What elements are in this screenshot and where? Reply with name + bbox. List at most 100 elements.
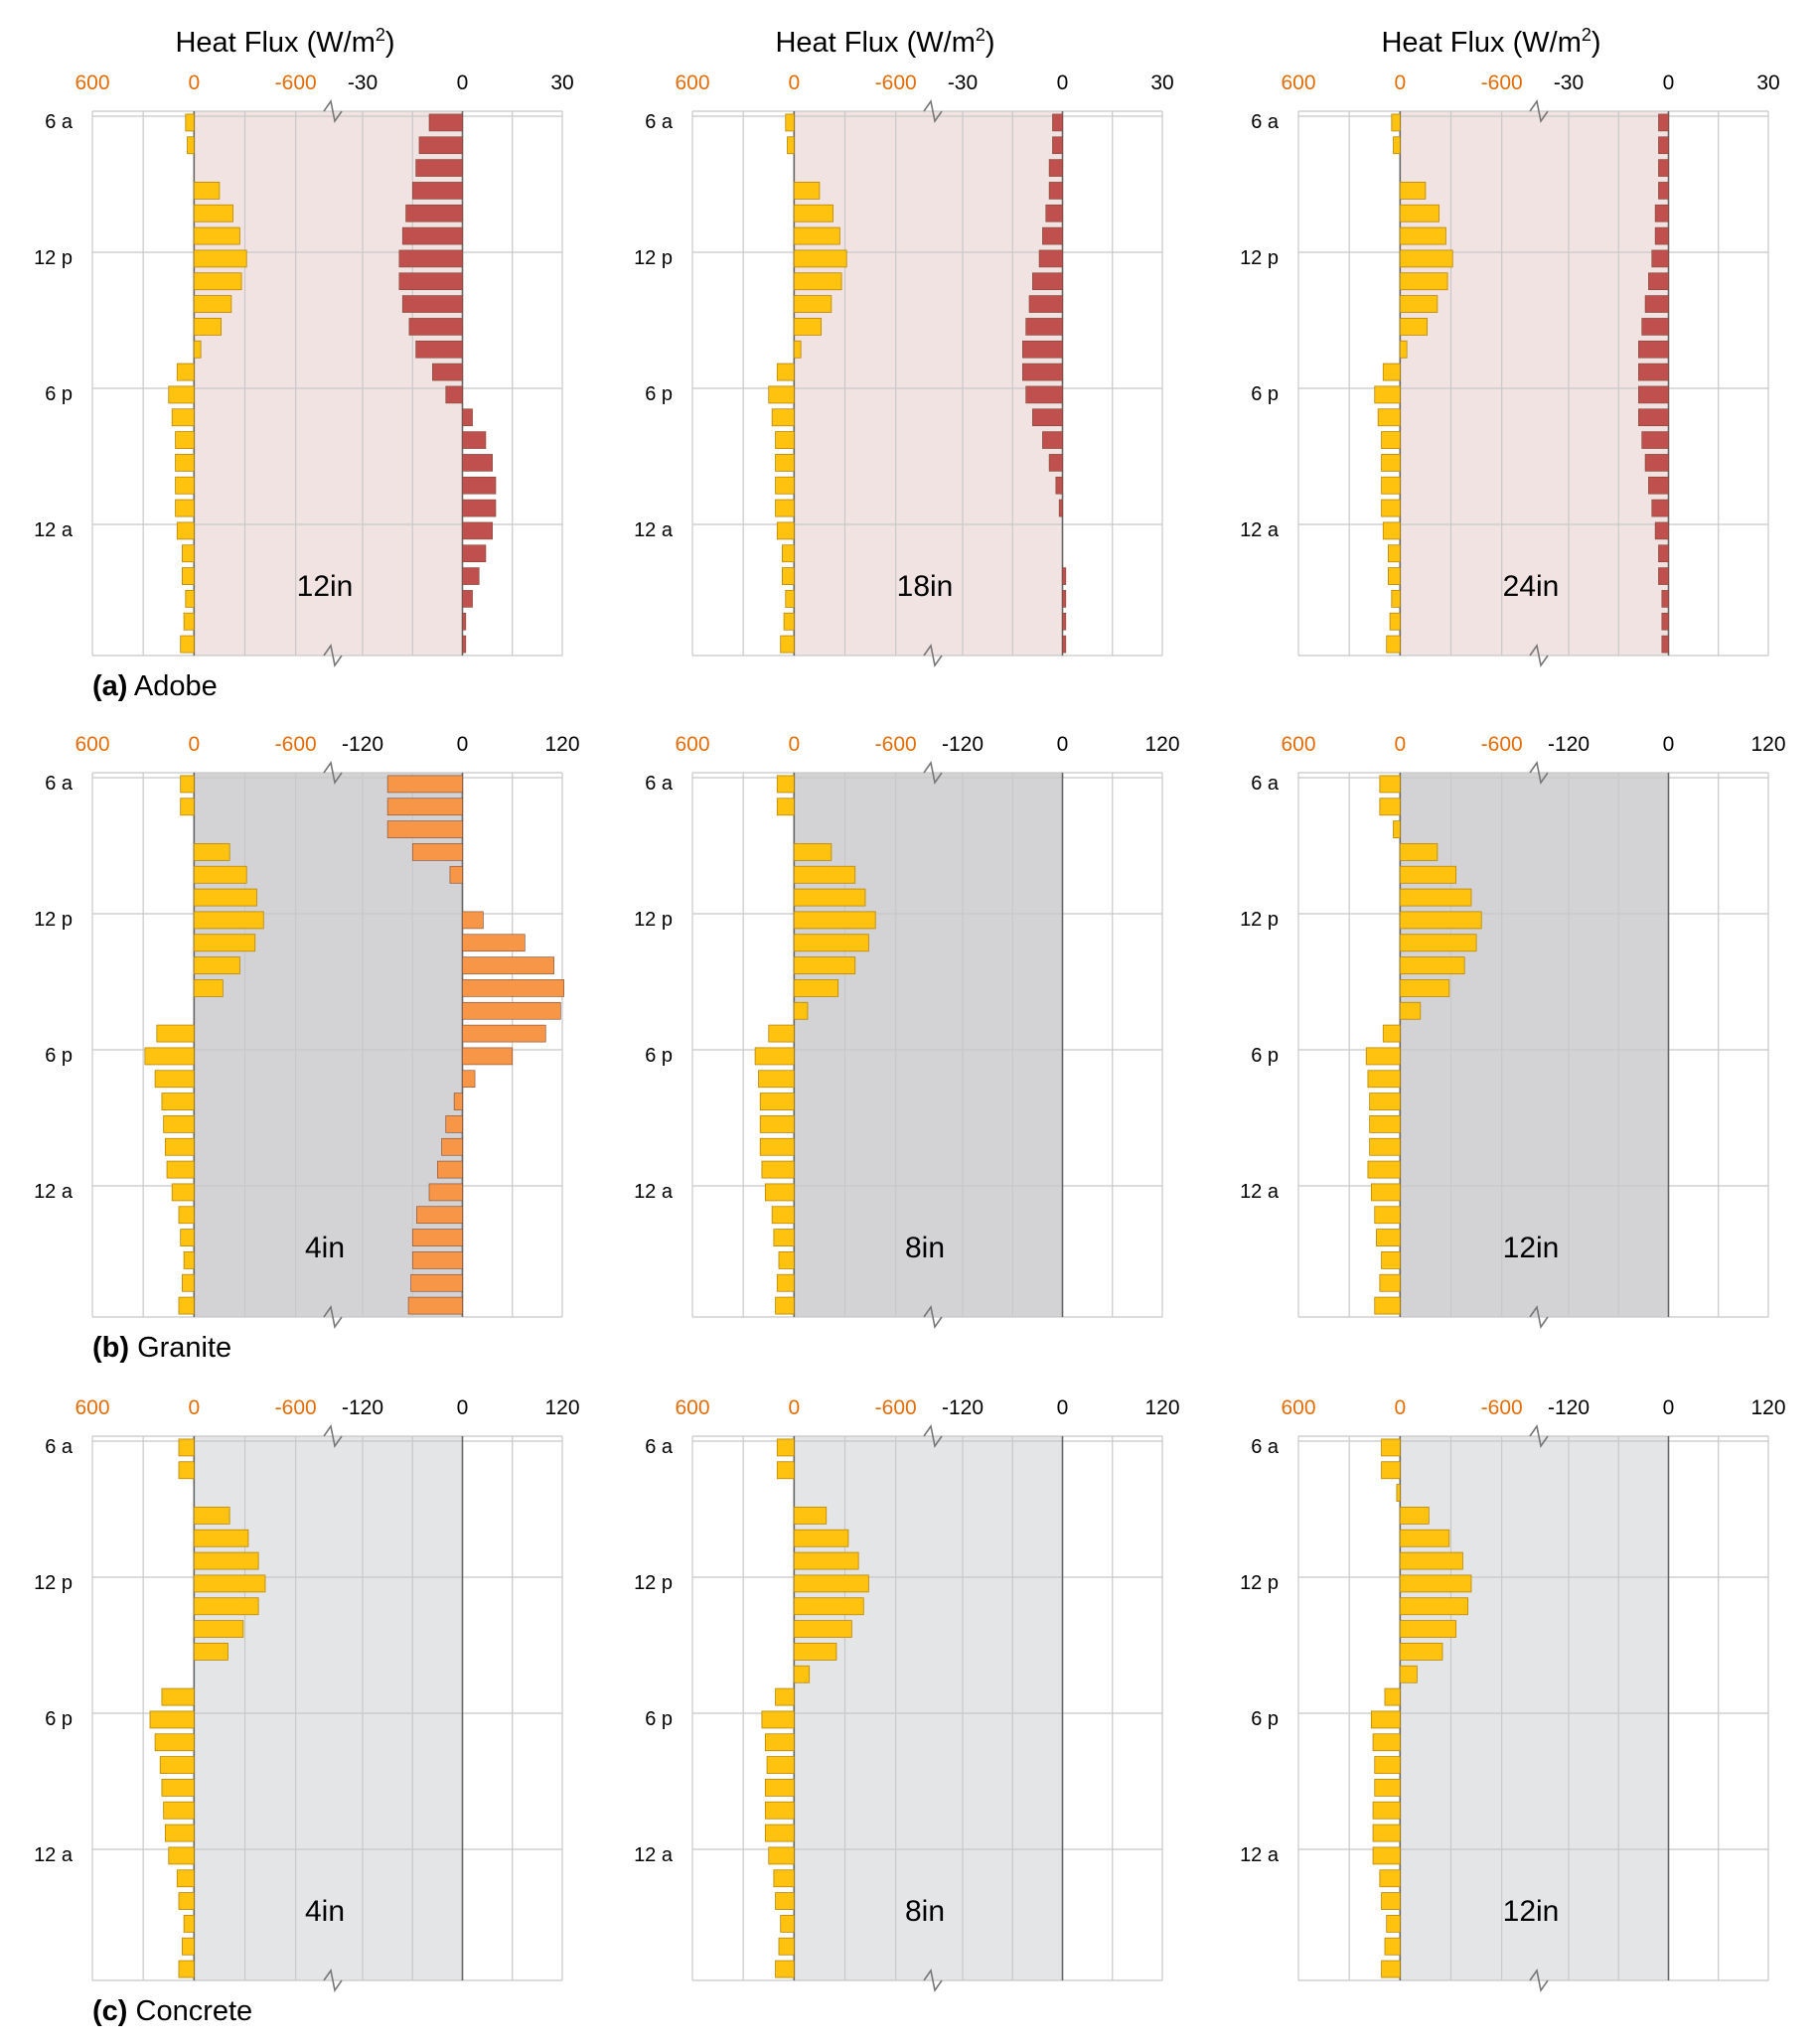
solar-bar (1391, 113, 1401, 132)
solar-bar (164, 1824, 195, 1842)
flux-bar (1661, 590, 1669, 608)
solar-bar (178, 1438, 195, 1457)
flux-tick-label: 120 (544, 1396, 579, 1419)
time-label: 12 p (1240, 909, 1279, 931)
solar-bar (180, 775, 195, 794)
panel-granite-4in: 600 0 -600 -120 0 120 6 a 12 p 6 p 12 a 4in (34, 733, 580, 1329)
solar-bar (178, 1296, 195, 1315)
solar-tick-label: -600 (275, 1396, 317, 1419)
solar-bar (759, 1137, 795, 1156)
solar-bar (793, 956, 856, 974)
solar-bar (793, 934, 869, 952)
flux-bar (398, 272, 463, 291)
solar-bar (193, 888, 257, 907)
time-label: 12 a (634, 519, 674, 541)
flux-tick-label: 0 (1663, 72, 1675, 94)
solar-bar (1376, 1229, 1401, 1246)
solar-bar (780, 1915, 795, 1933)
solar-bar (761, 1160, 795, 1179)
time-label: 12 a (34, 1844, 74, 1866)
solar-bar (193, 182, 221, 200)
flux-bar (441, 1137, 463, 1156)
solar-bar (154, 1070, 195, 1089)
flux-tick-label: 0 (1057, 1396, 1069, 1419)
solar-bar (793, 1507, 828, 1525)
flux-bar (416, 1206, 463, 1225)
solar-bar (793, 911, 876, 930)
solar-bar (1382, 521, 1401, 540)
solar-bar (1386, 1915, 1401, 1933)
solar-bar (180, 635, 195, 654)
solar-bar (178, 1960, 195, 1978)
flux-tick-label: 0 (1663, 733, 1675, 756)
solar-tick-label: -600 (1481, 1396, 1523, 1419)
solar-bar (193, 318, 223, 336)
solar-bar (168, 385, 195, 404)
solar-bar (193, 979, 224, 997)
panel-background (1400, 1436, 1669, 1980)
time-label: 6 a (645, 111, 674, 133)
solar-bar (1381, 476, 1401, 495)
thickness-label: 12in (1503, 1895, 1560, 1928)
solar-bar (761, 1710, 795, 1729)
time-label: 12 a (34, 519, 74, 541)
flux-bar (462, 1024, 546, 1043)
solar-bar (176, 521, 195, 540)
axis-break-mark (923, 761, 943, 785)
flux-bar (1641, 431, 1669, 449)
row-label-concrete: (c) Concrete (92, 1995, 252, 2027)
solar-tick-label: -600 (875, 72, 917, 94)
flux-bar (1638, 340, 1669, 359)
solar-bar (754, 1047, 795, 1066)
solar-bar (764, 1733, 795, 1752)
solar-bar (778, 1937, 795, 1956)
time-label: 6 p (645, 1045, 673, 1067)
solar-bar (185, 113, 195, 132)
solar-bar (1377, 408, 1401, 427)
flux-bar (1055, 476, 1063, 495)
solar-bar (1399, 1551, 1463, 1570)
flux-bar (1062, 567, 1067, 585)
solar-bar (193, 249, 247, 268)
solar-bar (775, 476, 795, 495)
time-label: 12 a (634, 1181, 674, 1203)
solar-bar (768, 1024, 795, 1043)
solar-bar (1399, 1529, 1450, 1547)
solar-bar (1399, 1574, 1472, 1593)
solar-bar (1399, 1620, 1457, 1638)
flux-bar (1651, 499, 1669, 517)
solar-bar (1399, 934, 1477, 952)
axis-break-mark (323, 761, 343, 785)
solar-bar (1399, 340, 1408, 359)
flux-bar (411, 1229, 463, 1246)
flux-bar (1062, 590, 1067, 608)
axis-break-mark (1529, 99, 1549, 123)
solar-bar (759, 1093, 795, 1110)
panel-background (1400, 773, 1669, 1317)
solar-bar (1372, 1846, 1401, 1865)
thickness-label: 18in (897, 570, 954, 603)
flux-bar (1062, 612, 1067, 631)
flux-bar (428, 113, 463, 132)
flux-bar (411, 182, 463, 200)
flux-bar (1658, 182, 1669, 200)
solar-bar (775, 454, 795, 472)
flux-bar (1638, 363, 1669, 381)
flux-tick-label: 120 (1144, 733, 1179, 756)
solar-bar (159, 1756, 195, 1774)
solar-bar (166, 1160, 195, 1179)
flux-bar (1644, 295, 1669, 313)
solar-bar (1399, 911, 1482, 930)
solar-bar (156, 1024, 195, 1043)
time-label: 6 a (45, 1436, 74, 1458)
flux-bar (1651, 249, 1669, 268)
solar-bar (1399, 865, 1457, 884)
flux-bar (462, 499, 497, 517)
solar-bar (1367, 1160, 1401, 1179)
flux-bar (428, 1183, 463, 1202)
flux-bar (1052, 136, 1063, 155)
solar-bar (180, 1229, 195, 1246)
solar-bar (773, 1869, 795, 1888)
flux-bar (1028, 295, 1063, 313)
solar-bar (775, 1960, 795, 1978)
